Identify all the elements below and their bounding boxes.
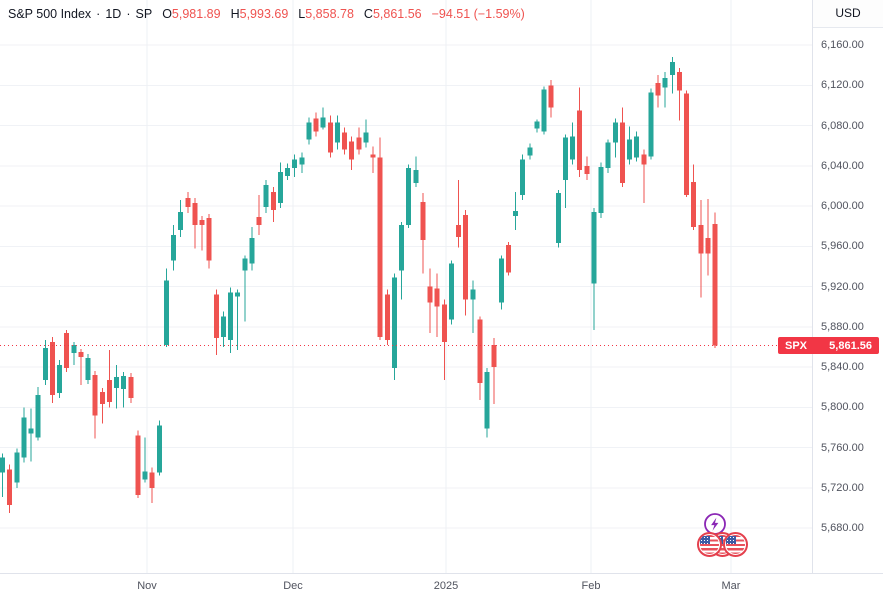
exchange-label: SP [135, 7, 153, 21]
market-flags-badge[interactable] [697, 532, 748, 558]
price-tick: 5,880.00 [821, 320, 864, 333]
month-label: 2025 [433, 580, 459, 592]
price-axis[interactable]: USD 6,160.00 6,120.00 6,080.00 6,040.00 6,00… [812, 0, 883, 573]
candlestick-chart-canvas[interactable] [0, 0, 812, 573]
ohlc-pair: O5,981.89 [162, 7, 221, 21]
month-label: Feb [581, 580, 601, 592]
price-tick: 6,160.00 [821, 39, 864, 51]
price-tick: 5,800.00 [821, 401, 864, 414]
price-tick: 5,960.00 [821, 240, 864, 253]
price-tick: 5,680.00 [821, 522, 864, 534]
tag-symbol: SPX [785, 339, 808, 352]
ohlc-pair: C5,861.56 [363, 7, 422, 21]
month-label: Dec [283, 580, 303, 592]
price-tick: 6,080.00 [821, 119, 864, 132]
tag-price: 5,861.56 [829, 339, 872, 352]
month-label: Mar [721, 580, 741, 592]
last-price-tag: SPX 5,861.56 [778, 337, 879, 354]
price-tick: 6,000.00 [821, 200, 864, 212]
ohlc-pair: L5,858.78 [298, 7, 354, 21]
symbol-legend[interactable]: S&P 500 Index · 1D · SP O5,981.89 H5,993.… [8, 7, 525, 21]
time-axis[interactable]: Nov Dec 2025 Feb Mar [0, 573, 883, 598]
price-tick: 5,760.00 [821, 441, 864, 454]
symbol-name[interactable]: S&P 500 Index [8, 7, 92, 21]
ohlc-values: O5,981.89 H5,993.69 L5,858.78 C5,861.56 [152, 7, 421, 21]
legend-separator: · [96, 7, 101, 21]
price-tick: 5,840.00 [821, 361, 864, 373]
legend-separator: · [126, 7, 131, 21]
interval-label[interactable]: 1D [105, 7, 122, 21]
currency-button[interactable]: USD [813, 0, 883, 28]
ohlc-pair: H5,993.69 [230, 7, 289, 21]
price-tick: 5,720.00 [821, 481, 864, 494]
price-tick: 6,120.00 [821, 79, 864, 92]
change-value: −94.51 (−1.59%) [431, 7, 525, 21]
us-flag-icon[interactable] [723, 532, 748, 557]
price-tick: 5,920.00 [821, 280, 864, 293]
month-label: Nov [137, 580, 157, 592]
price-tick: 6,040.00 [821, 159, 864, 172]
us-flag-icon[interactable] [697, 532, 722, 557]
